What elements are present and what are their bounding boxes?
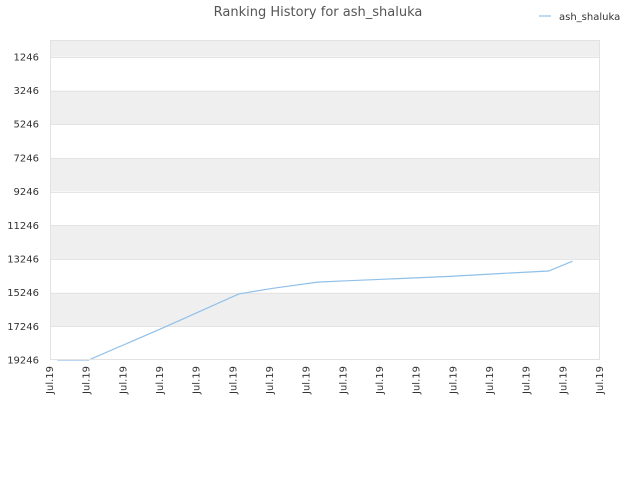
series-line <box>57 260 573 361</box>
y-axis-tick-labels: 1246 3246 5246 7246 9246 11246 13246 15246 17246… <box>7 52 39 366</box>
x-tick-label: Jul.19 <box>265 366 276 395</box>
x-tick-label: Jul.19 <box>412 366 423 395</box>
x-tick-label: Jul.19 <box>558 366 569 395</box>
x-tick-label: Jul.19 <box>118 366 129 395</box>
x-tick-label: Jul.19 <box>375 366 386 395</box>
x-tick-label: Jul.19 <box>192 366 203 395</box>
grid-band <box>50 157 600 192</box>
x-tick-label: Jul.19 <box>228 366 239 395</box>
grid-band <box>50 225 600 259</box>
x-tick-label: Jul.19 <box>155 366 166 395</box>
y-tick-label: 13246 <box>7 254 39 265</box>
y-tick-label: 9246 <box>14 187 39 198</box>
chart-legend[interactable]: ash_shaluka <box>539 12 620 23</box>
legend-series-label: ash_shaluka <box>559 12 620 23</box>
x-tick-label: Jul.19 <box>45 366 56 395</box>
x-tick-label: Jul.19 <box>595 366 606 395</box>
plot-frame <box>50 40 600 360</box>
y-tick-label: 17246 <box>7 322 39 333</box>
y-tick-label: 11246 <box>7 221 39 232</box>
series-lines <box>57 260 573 361</box>
y-tick-label: 15246 <box>7 288 39 299</box>
y-tick-label: 3246 <box>14 86 39 97</box>
grid-band <box>50 56 600 91</box>
x-axis-tick-labels: Jul.19 Jul.19 Jul.19 Jul.19 Jul.19 Jul.19 Jul.… <box>45 366 606 395</box>
x-tick-label: Jul.19 <box>302 366 313 395</box>
grid-band <box>50 292 600 327</box>
x-tick-label: Jul.19 <box>448 366 459 395</box>
y-tick-label: 7246 <box>14 153 39 164</box>
grid-band <box>50 90 600 125</box>
grid-band <box>50 191 600 226</box>
grid-band <box>50 40 600 57</box>
grid-band <box>50 326 600 360</box>
grid-bands <box>50 40 600 360</box>
grid-band <box>50 124 600 158</box>
x-tick-label: Jul.19 <box>338 366 349 395</box>
grid-band <box>50 258 600 293</box>
x-tick-label: Jul.19 <box>485 366 496 395</box>
y-tick-label: 5246 <box>14 120 39 131</box>
y-tick-label: 19246 <box>7 356 39 367</box>
y-tick-label: 1246 <box>14 52 39 63</box>
chart-title: Ranking History for ash_shaluka <box>214 5 423 20</box>
x-tick-label: Jul.19 <box>522 366 533 395</box>
x-tick-label: Jul.19 <box>82 366 93 395</box>
